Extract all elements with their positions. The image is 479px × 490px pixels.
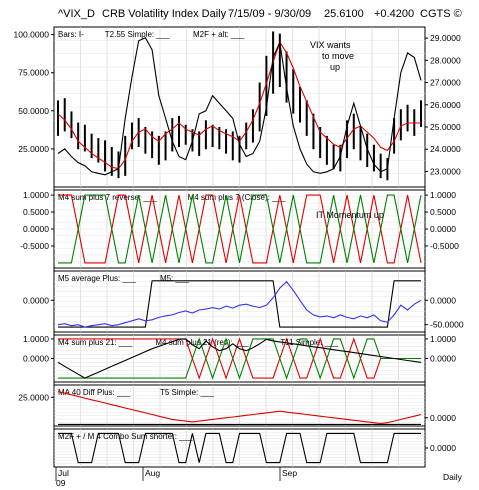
- right-tick-label: 23.0000: [430, 166, 461, 176]
- legend-entry: T5 Simple: ___: [160, 388, 214, 397]
- month-label: Jul: [58, 468, 69, 478]
- legend-entry: M5 average Plus: ___: [58, 274, 136, 283]
- right-tick-label: 0.0000: [430, 224, 456, 234]
- series-line: [58, 194, 422, 264]
- legend-entry: T11 Simple: ___: [280, 338, 338, 347]
- series-line: [58, 194, 422, 264]
- right-tick-label: 0.0000: [430, 295, 456, 305]
- right-tick-label: 29.0000: [430, 33, 461, 43]
- legend-entry: T2.55 Simple: ___: [105, 30, 170, 39]
- right-tick-label: 27.0000: [430, 78, 461, 88]
- price-change: +0.4200: [374, 8, 415, 20]
- month-label: Sep: [282, 468, 297, 478]
- legend-entry: M4 sum plus 7 (Close): ___: [188, 193, 286, 202]
- legend-entry: M2F + alt: ___: [193, 30, 245, 39]
- left-tick-label: 0.5000: [23, 207, 49, 217]
- right-tick-label: 26.0000: [430, 100, 461, 110]
- left-tick-label: 25.0000: [18, 144, 49, 154]
- left-tick-label: -0.5000: [20, 241, 49, 251]
- left-tick-label: 75.0000: [18, 68, 49, 78]
- legend-entry: M4 sum plus 7 reverse: ___: [58, 193, 157, 202]
- series-line: [57, 338, 422, 379]
- right-tick-label: 1.0000: [430, 190, 456, 200]
- left-tick-label: 100.0000: [14, 30, 50, 40]
- right-tick-label: 0.0000: [430, 354, 456, 364]
- annotation-text: VIX wants: [310, 40, 351, 50]
- legend-entry: M4 sum plus 21: ___: [58, 338, 133, 347]
- year-label: 09: [56, 478, 66, 488]
- left-tick-label: 0.0000: [23, 354, 49, 364]
- series-line: [58, 432, 421, 464]
- annotation-text: up: [330, 62, 340, 72]
- annotation-text: IT Momentum up: [316, 210, 384, 220]
- legend-entry: MA 40 Diff Plus: ___: [58, 388, 131, 397]
- right-tick-label: 24.0000: [430, 144, 461, 154]
- legend-entry: M5: ___: [160, 274, 189, 283]
- series-line: [58, 280, 421, 328]
- left-tick-label: 25.0000: [18, 392, 49, 402]
- series-line: [58, 337, 421, 380]
- left-tick-label: 1.0000: [23, 190, 49, 200]
- right-tick-label: 1.0000: [430, 334, 456, 344]
- right-tick-label: 28.0000: [430, 55, 461, 65]
- date-range: 7/15/09 - 9/30/09: [228, 8, 312, 20]
- series-line: [57, 36, 422, 176]
- symbol-label: ^VIX_D: [58, 8, 95, 20]
- period-label: Daily: [443, 472, 463, 482]
- series-line: [57, 280, 422, 328]
- right-tick-label: 0.0000: [430, 443, 456, 453]
- legend-entry: M2F + / M 4 Combo Sum shorter: ___: [58, 432, 193, 441]
- left-tick-label: 0.0000: [23, 295, 49, 305]
- legend-entry: Bars: I-: [58, 30, 84, 39]
- instrument-name: CRB Volatility Index Daily: [102, 8, 227, 20]
- right-tick-label: -50.0000: [430, 320, 464, 330]
- last-price: 25.6100: [324, 8, 364, 20]
- right-tick-label: 0.5000: [430, 207, 456, 217]
- month-label: Aug: [145, 468, 160, 478]
- annotation-text: to move: [322, 51, 354, 61]
- left-tick-label: 1.0000: [23, 334, 49, 344]
- legend-entry: M4 sum plus 21 (rev): ___: [155, 338, 248, 347]
- title-bar: ^VIX_D CRB Volatility Index Daily 7/15/0…: [0, 0, 479, 26]
- copyright: CGTS ©: [420, 8, 462, 20]
- left-tick-label: 50.0000: [18, 106, 49, 116]
- right-tick-label: -0.5000: [430, 241, 459, 251]
- right-tick-label: 25.0000: [430, 122, 461, 132]
- right-tick-label: 0.0000: [430, 413, 456, 423]
- series-line: [57, 391, 422, 425]
- left-tick-label: 0.0000: [23, 224, 49, 234]
